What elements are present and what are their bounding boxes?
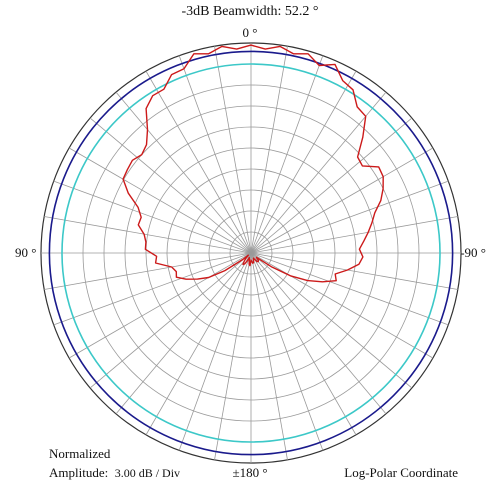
normalized-label: Normalized [49, 446, 111, 461]
grid-spoke-330 [250, 70, 357, 254]
grid-spoke-80 [44, 216, 252, 254]
grid-spoke-40 [115, 91, 252, 254]
amplitude-value: 3.00 dB / Div [114, 466, 181, 480]
grid-spoke-310 [250, 117, 413, 254]
pattern-trace-0 [122, 44, 384, 283]
angle-label-minus-90: -90 ° [460, 245, 486, 260]
grid-spoke-260 [250, 252, 458, 290]
grid-spoke-290 [250, 180, 449, 254]
reference-circle-0 [48, 50, 454, 456]
amplitude-caption: Amplitude: [49, 465, 109, 480]
grid-spoke-60 [68, 147, 252, 254]
reference-circles [48, 50, 454, 456]
grid-spoke-190 [250, 252, 288, 460]
grid-spoke-120 [68, 252, 252, 359]
grid-spoke-280 [250, 216, 458, 254]
grid-spoke-210 [250, 252, 357, 436]
reference-circle-1 [61, 63, 441, 443]
grid-spoke-50 [89, 117, 252, 254]
grid-spoke-130 [89, 252, 252, 389]
grid-spoke-350 [250, 46, 288, 254]
grid-spoke-70 [53, 180, 252, 254]
grid-spoke-240 [250, 252, 434, 359]
angle-label-90: 90 ° [15, 245, 37, 260]
polar-grid [40, 42, 462, 464]
grid-spoke-20 [178, 55, 252, 254]
grid-spoke-300 [250, 147, 434, 254]
grid-spoke-110 [53, 252, 252, 326]
angle-label-180: ±180 ° [232, 465, 268, 480]
grid-spoke-230 [250, 252, 413, 389]
grid-spoke-170 [214, 252, 252, 460]
grid-spoke-220 [250, 252, 387, 415]
grid-spoke-160 [178, 252, 252, 451]
grid-spoke-340 [250, 55, 324, 254]
grid-spoke-30 [145, 70, 252, 254]
grid-spoke-140 [115, 252, 252, 415]
angle-label-0: 0 ° [242, 25, 258, 40]
grid-spoke-250 [250, 252, 449, 326]
pattern-traces [122, 44, 384, 283]
chart-title: -3dB Beamwidth: 52.2 ° [181, 4, 319, 19]
grid-spoke-200 [250, 252, 324, 451]
amplitude-label: Amplitude: 3.00 dB / Div [49, 465, 180, 481]
grid-spoke-320 [250, 91, 387, 254]
coordinate-label: Log-Polar Coordinate [344, 465, 458, 480]
grid-spoke-150 [145, 252, 252, 436]
grid-spoke-100 [44, 252, 252, 290]
grid-spoke-10 [214, 46, 252, 254]
